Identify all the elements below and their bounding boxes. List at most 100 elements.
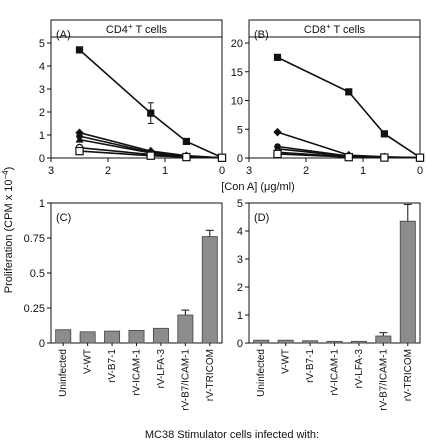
bar-v-wt [79, 331, 96, 344]
y-tick-label: 0.75 [24, 233, 45, 245]
data-point-diamond [273, 127, 282, 137]
bar-rv-b7-icam-1 [375, 335, 392, 344]
y-axis-label-main: Proliferation (CPM x 10 [3, 180, 15, 294]
x-tick-label: 1 [162, 165, 168, 177]
series-line-square [78, 49, 223, 159]
y-axis-label-exponent: −4 [1, 170, 10, 180]
panel-label: (B) [254, 29, 269, 41]
panel-header-cell: CD4 [106, 24, 128, 36]
data-point-square [345, 88, 353, 96]
data-point-open-square [380, 153, 389, 162]
panel-c-cd4-bar-chart: 0 0.25 0.5 0.75 1 (C) Uninfected V-WT rV-B7-1 rV-… [24, 198, 223, 411]
panel-label: (C) [56, 212, 71, 224]
panel-header-sup: + [326, 22, 331, 31]
bar-v-wt [277, 339, 294, 344]
x-tick-label: 0 [219, 165, 225, 177]
category-label: V-WT [83, 349, 94, 374]
category-label: rV-LFA-3 [156, 349, 167, 389]
y-tick-label: 5 [237, 198, 243, 210]
x-tick-label: 2 [303, 165, 309, 177]
data-point-open-square [273, 149, 282, 159]
category-label: rV-TRICOM [403, 349, 414, 401]
category-label: rV-B7/ICAM-1 [180, 349, 191, 411]
bar-rv-lfa-3 [350, 340, 367, 344]
y-axis-label-close: ) [3, 167, 15, 171]
y-tick-label: 3 [39, 84, 45, 96]
panel-a-cd4-line-chart: (A) CD4+ T cells 0 1 2 3 4 5 3 2 1 0 [39, 19, 227, 177]
data-point-square [273, 53, 282, 61]
plot-frame [248, 202, 421, 344]
y-tick-label: 1 [39, 130, 45, 142]
panel-header: CD4+ T cells [106, 22, 168, 36]
series-line-square [277, 56, 421, 159]
category-label: Uninfected [256, 349, 267, 397]
panel-label: (A) [56, 29, 71, 41]
bar-rv-tricom [399, 220, 416, 344]
panel-header-rest: T cells [331, 24, 366, 36]
y-tick-label: 5 [237, 124, 243, 136]
panel-header-rest: T cells [133, 24, 168, 36]
data-point-square [380, 130, 388, 138]
bar-uninfected [253, 339, 270, 344]
panel-header: CD8+ T cells [304, 22, 366, 36]
category-label: rV-B7-1 [305, 349, 316, 383]
y-axis-label: Proliferation (CPM x 10−4) [1, 167, 15, 294]
x-tick-label: 3 [48, 165, 54, 177]
series-line-open-square [79, 150, 223, 159]
y-tick-label: 0 [237, 153, 243, 165]
y-tick-label: 0.25 [24, 303, 45, 315]
bar-rv-icam-1 [326, 340, 343, 344]
data-point-open-square [75, 146, 84, 156]
data-point-open-square [182, 152, 191, 162]
y-tick-label: 4 [39, 61, 45, 73]
x-tick-label: 2 [105, 165, 111, 177]
y-tick-label: 1 [237, 310, 243, 322]
data-point-square [147, 109, 155, 117]
bar-rv-tricom [201, 236, 218, 344]
bar-uninfected [55, 329, 72, 344]
y-tick-label: 1 [39, 198, 45, 210]
y-tick-label: 2 [39, 107, 45, 119]
series-line-open-square [277, 153, 421, 159]
y-tick-label: 0.5 [30, 268, 45, 280]
x-tick-label: 1 [360, 165, 366, 177]
category-label: V-WT [281, 349, 292, 374]
category-label: rV-ICAM-1 [132, 349, 143, 396]
category-label: Uninfected [58, 349, 69, 397]
category-label: rV-B7-1 [107, 349, 118, 383]
category-label: rV-B7/ICAM-1 [378, 349, 389, 411]
data-point-open-square [344, 152, 353, 162]
bar-rv-b7-icam-1 [177, 314, 194, 344]
y-tick-label: 15 [231, 67, 243, 79]
y-tick-label: 20 [231, 38, 243, 50]
y-tick-label: 10 [231, 96, 243, 108]
category-label: rV-LFA-3 [354, 349, 365, 389]
y-tick-label: 3 [237, 254, 243, 266]
data-point-triangle [75, 135, 84, 143]
bar-rv-b7-1 [302, 340, 319, 344]
plot-frame [248, 19, 421, 159]
category-label: rV-ICAM-1 [330, 349, 341, 396]
y-tick-label: 0 [39, 153, 45, 165]
x-tick-label: 3 [246, 165, 252, 177]
plot-frame [50, 202, 223, 344]
x-tick-label: 0 [417, 165, 423, 177]
bar-rv-icam-1 [128, 329, 145, 344]
con-a-axis-label: [Con A] (μg/ml) [221, 181, 295, 193]
data-point-open-square [415, 153, 425, 162]
y-tick-label: 0 [39, 338, 45, 350]
panel-header-sup: + [128, 22, 133, 31]
y-tick-label: 5 [39, 38, 45, 50]
category-label: rV-TRICOM [205, 349, 216, 401]
bar-rv-b7-1 [104, 330, 121, 344]
y-tick-label: 4 [237, 226, 243, 238]
bar-rv-lfa-3 [152, 327, 169, 344]
data-point-open-square [217, 153, 227, 162]
data-point-square [182, 137, 190, 146]
data-point-open-square [146, 151, 155, 160]
panel-d-cd8-bar-chart: 0 1 2 3 4 5 (D) Uninfected V-WT rV-B7-1 rV-ICAM-1 r… [237, 198, 421, 411]
panel-header-cell: CD8 [304, 24, 326, 36]
y-tick-label: 2 [237, 282, 243, 294]
